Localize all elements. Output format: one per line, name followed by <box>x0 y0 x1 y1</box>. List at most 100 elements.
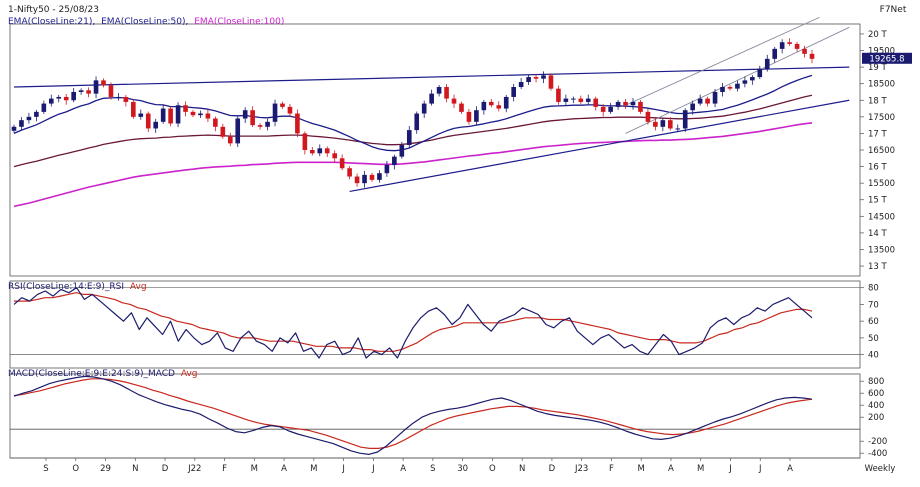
candle <box>481 99 487 115</box>
candle <box>600 103 606 117</box>
ema50-label: EMA(CloseLine:50), <box>101 17 188 27</box>
price-tick-label: 14 T <box>868 229 888 239</box>
x-tick-label: M <box>697 464 704 474</box>
rsi-tick-label: 40 <box>868 351 879 361</box>
price-axis: 20 T 19500 19 T 18500 18 T 17500 17 T 16500 16 T… <box>860 30 895 272</box>
macd-tick-label: 800 <box>868 377 884 387</box>
candle <box>324 146 330 157</box>
ema50-line <box>13 94 813 168</box>
candle <box>93 76 99 99</box>
candle <box>392 154 397 170</box>
rsi-label: RSI(CloseLine:14:E:9)_RSI <box>8 282 124 292</box>
candle <box>742 76 748 88</box>
price-tick-label: 19500 <box>868 47 895 57</box>
candle <box>220 123 226 139</box>
candle <box>56 94 62 103</box>
candle <box>384 160 390 177</box>
candle <box>623 98 628 109</box>
macd-tick-label: 400 <box>868 401 884 411</box>
candle <box>615 99 621 110</box>
candle <box>750 75 755 85</box>
trendline-resistance <box>13 66 850 88</box>
candle <box>287 103 293 117</box>
candle <box>205 109 211 123</box>
macd-label: MACD(CloseLine:E:9:E:24:S:9)_MACD <box>8 369 175 379</box>
candle <box>690 100 695 115</box>
x-tick-label: F <box>609 464 614 474</box>
candle <box>563 94 569 106</box>
candle <box>764 54 770 72</box>
svg-text:MACD(CloseLine:E:9:E:24:S:9)_M: MACD(CloseLine:E:9:E:24:S:9)_MACD Avg <box>8 369 197 379</box>
candle <box>720 83 725 97</box>
rsi-panel <box>9 280 861 369</box>
price-panel <box>9 23 861 277</box>
candle <box>399 142 405 159</box>
macd-avg-label: Avg <box>181 369 198 379</box>
x-tick-label: M <box>310 464 317 474</box>
x-tick-label: A <box>281 464 287 474</box>
candle <box>175 102 181 128</box>
candle <box>682 108 688 133</box>
candle <box>295 109 300 138</box>
candle <box>735 80 740 92</box>
candle <box>362 170 367 188</box>
candle <box>705 96 710 107</box>
candle <box>78 88 84 95</box>
candle <box>787 38 792 46</box>
candle <box>153 118 159 133</box>
trendline-rising-support <box>349 99 850 193</box>
candle <box>638 99 643 114</box>
x-axis: S O 29 N D J22 F M A M J J A S 30 O N D J23 F M A M J J A <box>10 457 860 474</box>
x-tick-label: 30 <box>457 464 468 474</box>
ema100-line <box>13 122 813 208</box>
candle <box>414 111 420 134</box>
candle <box>809 49 815 64</box>
macd-avg-line <box>13 378 813 449</box>
x-tick-label: J <box>341 464 345 474</box>
candle <box>86 87 91 98</box>
rsi-avg-label: Avg <box>130 282 147 292</box>
candle <box>213 116 218 132</box>
candle <box>585 94 591 105</box>
rsi-tick-label: 70 <box>868 300 879 310</box>
candle <box>653 117 658 131</box>
candle <box>511 84 516 102</box>
candles <box>11 38 815 188</box>
candle <box>302 131 308 155</box>
x-tick-label: J <box>758 464 762 474</box>
candle <box>548 73 554 91</box>
trendline-channel-lower <box>625 26 850 134</box>
price-tick-label: 16500 <box>868 146 895 156</box>
candle <box>235 116 241 148</box>
x-tick-label: D <box>549 464 556 474</box>
candle <box>727 85 733 91</box>
x-tick-label: S <box>43 464 48 474</box>
x-tick-label: M <box>251 464 258 474</box>
candle <box>444 84 449 103</box>
price-tick-label: 13 T <box>868 262 888 272</box>
candle <box>168 106 173 127</box>
candle <box>354 173 360 187</box>
trendline-channel-upper <box>625 16 820 106</box>
macd-line <box>13 375 813 455</box>
candle <box>533 74 539 83</box>
candle <box>250 106 255 128</box>
svg-text:RSI(CloseLine:14:E:9)_RSI: RSI(CloseLine:14:E:9)_RSI Avg <box>8 282 147 292</box>
candle <box>332 150 338 163</box>
candle <box>406 126 412 148</box>
candle <box>697 94 703 106</box>
x-tick-label: J <box>371 464 375 474</box>
ema21-line <box>13 74 813 152</box>
candle <box>34 109 39 122</box>
candle <box>526 75 531 85</box>
candle <box>757 65 763 80</box>
candle <box>101 78 106 88</box>
candle <box>474 106 479 126</box>
brand-label: F7Net <box>880 5 907 15</box>
price-tick-label: 18500 <box>868 80 895 90</box>
ema100-label: EMA(CloseLine:100) <box>194 17 284 27</box>
svg-text:EMA(CloseLine:21), EMA(Clo: EMA(CloseLine:21), EMA(CloseLine:50), EM… <box>8 17 284 27</box>
rsi-chart: 80 70 60 50 40 <box>10 284 879 361</box>
candle <box>347 166 352 180</box>
